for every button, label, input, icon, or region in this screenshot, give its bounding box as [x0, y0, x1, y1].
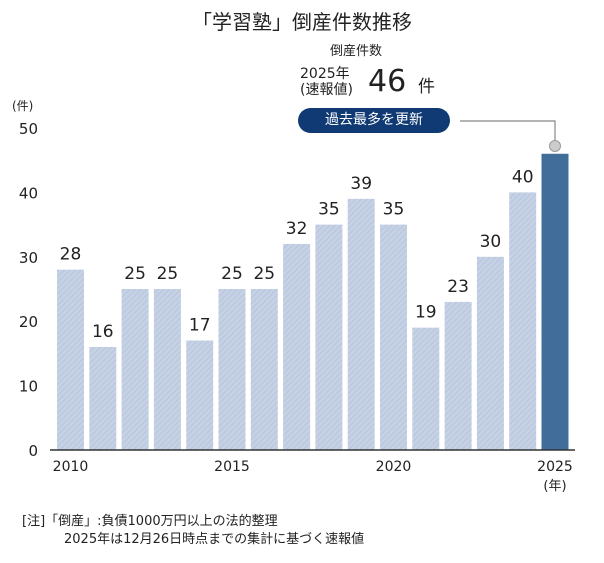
bar-2011 [89, 346, 117, 450]
bar-2012 [121, 289, 149, 450]
bar-2020 [380, 224, 407, 450]
callout-year: 2025年 (速報値) [300, 66, 353, 98]
bar-2015 [218, 289, 246, 450]
bar-2023 [476, 256, 504, 450]
y-tick-label: 40 [19, 184, 38, 202]
x-tick-label: 2015 [214, 459, 250, 475]
data-label: 35 [318, 200, 340, 220]
data-label: 25 [124, 264, 146, 284]
callout-provisional: (速報値) [300, 82, 353, 98]
x-axis-label: (年) [543, 479, 566, 494]
callout-year-text: 2025年 [300, 66, 350, 82]
data-label: 25 [221, 264, 243, 284]
callout-dot [549, 140, 561, 152]
callout-connector [460, 120, 556, 141]
data-label: 30 [480, 232, 502, 252]
data-label: 40 [512, 167, 534, 187]
bar-2013 [153, 289, 181, 450]
note-1: [注]「倒産」:負債1000万円以上の法的整理 [22, 514, 278, 529]
note-2: 2025年は12月26日時点までの集計に基づく速報値 [64, 532, 365, 547]
y-tick-label: 0 [28, 442, 38, 460]
bar-2014 [186, 340, 214, 450]
y-tick-label: 20 [19, 313, 38, 331]
callout-label: 倒産件数 [330, 44, 383, 59]
callout-unit: 件 [418, 77, 435, 97]
data-label: 23 [447, 277, 469, 297]
y-axis-label: (件) [12, 99, 33, 113]
bar-2025 [541, 153, 569, 450]
bar-2022 [444, 301, 472, 450]
x-tick-label: 2020 [376, 459, 412, 475]
callout-value: 46 [368, 64, 407, 99]
bar-2019 [347, 198, 375, 450]
bar-2024 [509, 192, 537, 450]
data-label: 17 [189, 316, 211, 336]
x-tick-label: 2025 [537, 459, 573, 475]
data-label: 25 [157, 264, 179, 284]
bar-2016 [250, 289, 278, 450]
data-label: 39 [350, 174, 372, 194]
bar-2010 [57, 269, 84, 450]
y-tick-label: 30 [19, 249, 38, 267]
chart-title: 「学習塾」倒産件数推移 [192, 10, 412, 34]
x-tick-label: 2010 [53, 459, 89, 475]
record-badge: 過去最多を更新 [298, 108, 450, 133]
data-label: 19 [415, 303, 437, 323]
data-label: 16 [92, 322, 114, 342]
data-label: 32 [286, 219, 308, 239]
bar-2017 [283, 243, 311, 450]
data-label: 35 [383, 200, 405, 220]
bar-2021 [412, 327, 440, 450]
y-tick-label: 50 [19, 120, 38, 138]
y-tick-label: 10 [19, 378, 38, 396]
bar-2018 [315, 224, 343, 450]
data-label: 28 [60, 245, 82, 265]
data-label: 25 [253, 264, 275, 284]
